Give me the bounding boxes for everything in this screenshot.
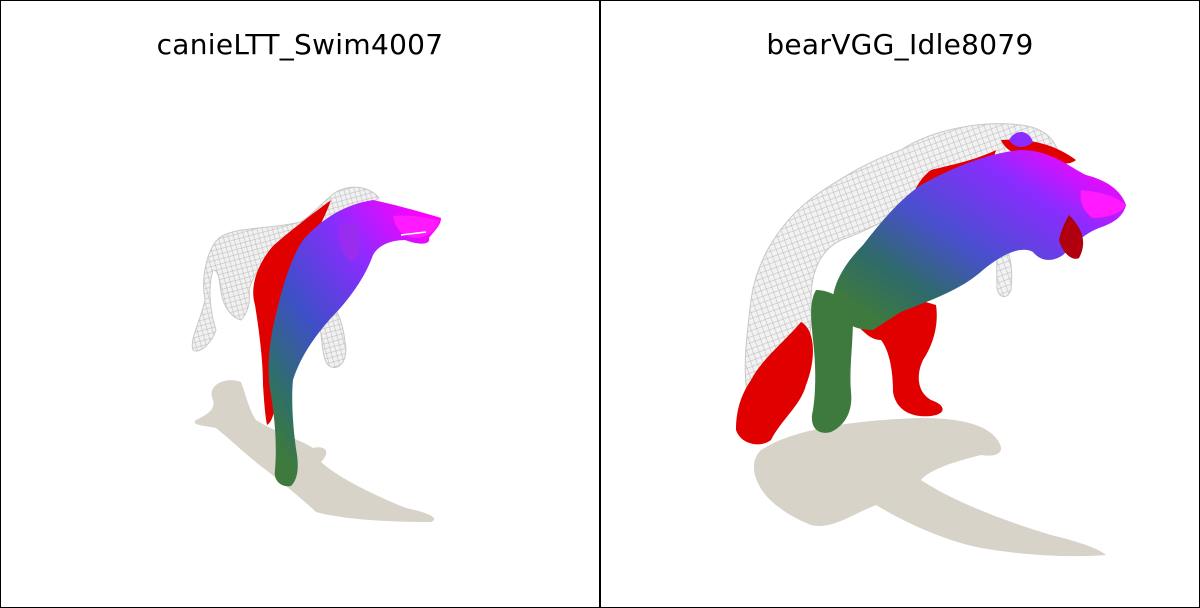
bear-shadow xyxy=(753,418,1106,557)
wolf-mouth xyxy=(400,231,427,236)
panel-title: canieLTT_Swim4007 xyxy=(156,28,444,61)
bear-mesh-body xyxy=(744,123,1062,411)
panel-title: bearVGG_Idle8079 xyxy=(766,28,1034,61)
panel-bear: bearVGG_Idle8079 xyxy=(601,0,1199,608)
panel-wolf: canieLTT_Swim4007 xyxy=(1,0,599,608)
bear-snout xyxy=(1080,190,1126,218)
bear-red-hind-leg xyxy=(736,322,813,445)
wolf-ear xyxy=(338,222,360,262)
wolf-render xyxy=(191,186,441,522)
bear-front-leg xyxy=(811,290,853,433)
bear-render xyxy=(736,123,1126,557)
panel-divider xyxy=(599,0,601,608)
bear-mouth xyxy=(1059,215,1084,259)
wolf-snout xyxy=(393,215,439,238)
wolf-body xyxy=(268,200,441,487)
bear-body xyxy=(832,150,1126,330)
bear-ear xyxy=(1009,131,1033,147)
wolf-shadow xyxy=(194,380,435,522)
